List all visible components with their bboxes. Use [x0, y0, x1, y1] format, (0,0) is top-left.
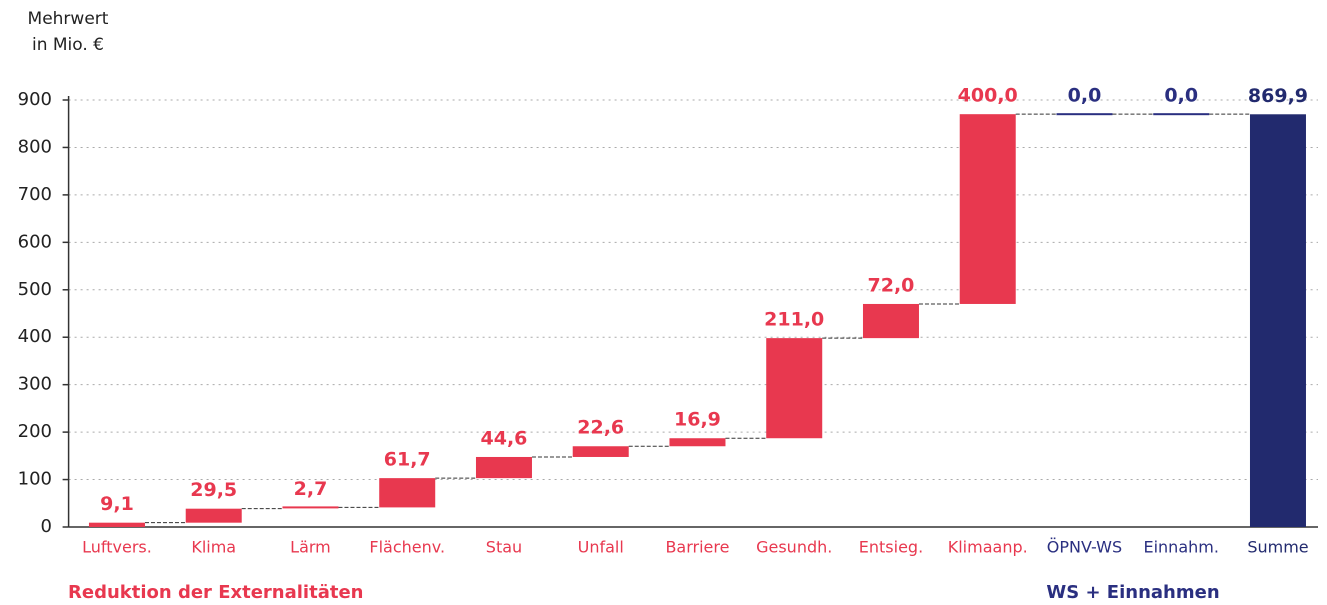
data-label: 44,6	[481, 427, 528, 449]
bar	[572, 446, 629, 457]
x-tick-label: Gesundh.	[756, 538, 832, 557]
group-label: WS + Einnahmen	[1046, 582, 1219, 603]
bar	[475, 456, 532, 479]
data-label: 72,0	[868, 274, 915, 296]
x-tick-label: Unfall	[578, 538, 624, 557]
data-label: 0,0	[1068, 85, 1102, 107]
x-tick-label: Klima	[191, 538, 236, 557]
x-tick-label: Barriere	[665, 538, 729, 557]
x-tick-label: ÖPNV-WS	[1047, 538, 1122, 557]
bar	[185, 508, 242, 523]
x-tick-label: Klimaanp.	[948, 538, 1028, 557]
x-tick-label: Lärm	[290, 538, 331, 557]
y-tick-label: 900	[18, 89, 52, 110]
data-label: 2,7	[294, 478, 328, 500]
x-tick-label: Summe	[1247, 538, 1308, 557]
data-label: 29,5	[190, 479, 237, 501]
y-tick-label: 300	[18, 374, 52, 395]
data-label: 211,0	[764, 309, 824, 331]
bar	[282, 506, 339, 509]
y-tick-label: 0	[41, 516, 52, 537]
bar	[669, 438, 726, 447]
bar	[959, 114, 1016, 304]
bar	[88, 522, 145, 527]
y-axis-label: Mehrwert	[28, 9, 109, 29]
y-tick-label: 600	[18, 231, 52, 252]
y-axis-label: in Mio. €	[32, 35, 104, 55]
y-tick-label: 500	[18, 279, 52, 300]
data-label: 16,9	[674, 409, 721, 431]
bar	[1153, 113, 1210, 116]
bar	[379, 478, 436, 508]
data-label: 400,0	[958, 85, 1018, 107]
y-tick-label: 100	[18, 469, 52, 490]
group-label: Reduktion der Externalitäten	[68, 582, 363, 603]
data-label: 0,0	[1164, 85, 1198, 107]
data-label: 61,7	[384, 449, 431, 471]
bar	[1249, 114, 1306, 528]
x-tick-label: Flächenv.	[369, 538, 445, 557]
data-label: 869,9	[1248, 85, 1308, 107]
y-tick-label: 800	[18, 136, 52, 157]
y-tick-label: 200	[18, 421, 52, 442]
bar	[1056, 113, 1113, 116]
bar	[862, 303, 919, 339]
x-tick-label: Stau	[486, 538, 522, 557]
y-tick-label: 700	[18, 184, 52, 205]
x-tick-label: Einnahm.	[1143, 538, 1218, 557]
x-tick-label: Entsieg.	[859, 538, 923, 557]
x-tick-label: Luftvers.	[82, 538, 152, 557]
y-tick-label: 400	[18, 326, 52, 347]
data-label: 9,1	[100, 493, 134, 515]
bar	[766, 338, 823, 439]
data-label: 22,6	[577, 417, 624, 439]
